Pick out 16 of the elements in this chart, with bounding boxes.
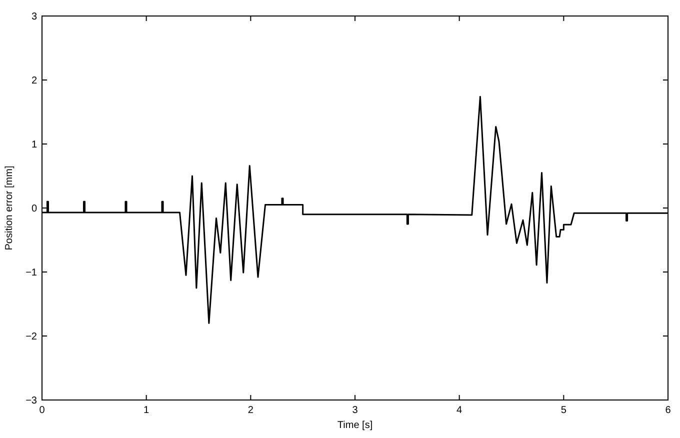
y-tick-label: 3 bbox=[31, 12, 38, 22]
x-tick-label: 0 bbox=[39, 405, 46, 416]
y-tick-label: 1 bbox=[31, 140, 38, 150]
y-tick-label: −3 bbox=[26, 396, 38, 406]
x-tick-label: 6 bbox=[665, 405, 672, 416]
x-axis-title: Time [s] bbox=[337, 420, 373, 431]
x-tick-label: 4 bbox=[456, 405, 463, 416]
x-tick-label: 1 bbox=[144, 405, 150, 416]
y-tick-label: −1 bbox=[26, 268, 38, 278]
y-tick-label: 0 bbox=[31, 204, 38, 214]
x-tick-label: 3 bbox=[352, 405, 358, 416]
y-tick-label: 2 bbox=[31, 76, 38, 86]
y-tick-label: −2 bbox=[26, 332, 38, 342]
x-tick-label: 2 bbox=[248, 405, 254, 416]
y-axis-title: Position error [mm] bbox=[4, 166, 15, 250]
x-tick-label: 5 bbox=[560, 405, 567, 416]
